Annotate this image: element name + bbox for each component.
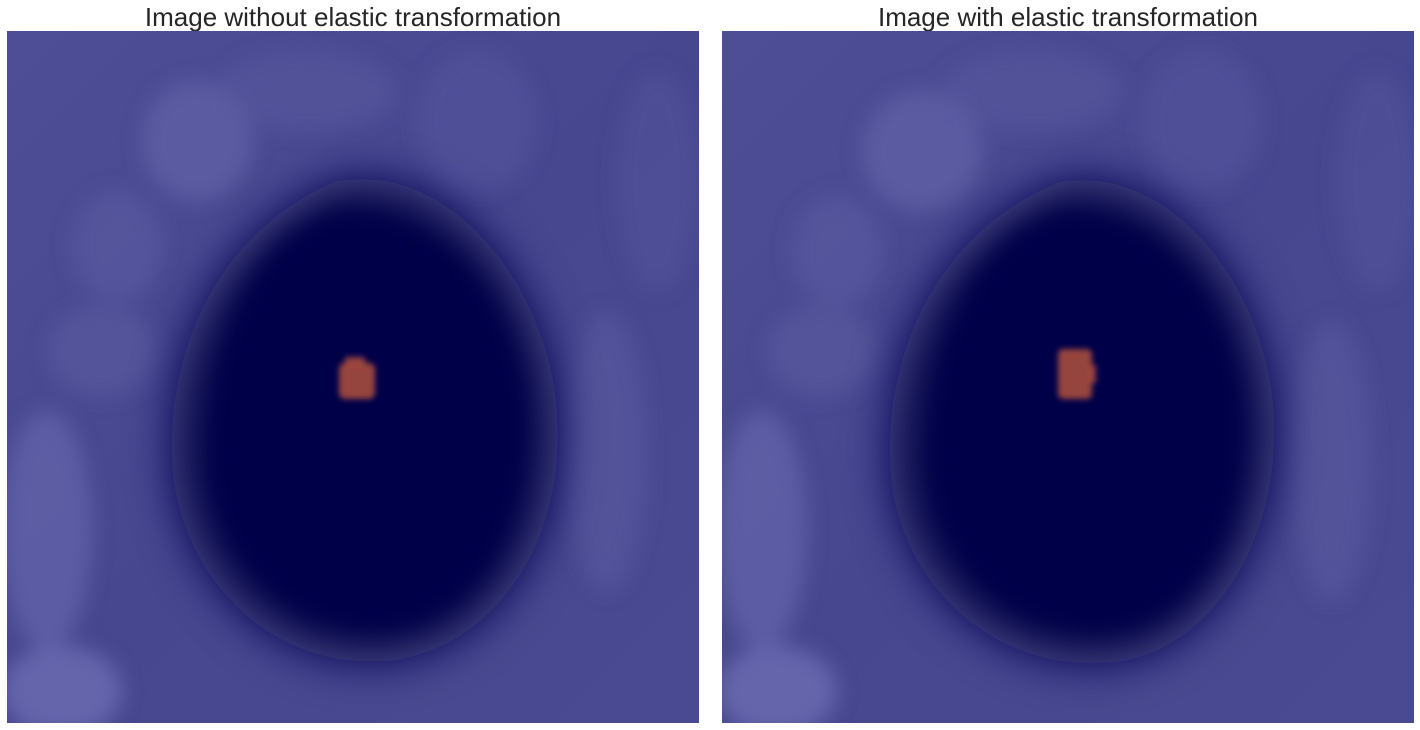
panel-title-original: Image without elastic transformation bbox=[144, 2, 562, 32]
panel-transformed: Image with elastic transformation bbox=[722, 0, 1414, 730]
lesion-mask bbox=[339, 357, 375, 399]
surrounding-tissue bbox=[7, 51, 697, 723]
surrounding-tissue bbox=[722, 51, 1414, 723]
lesion-mask bbox=[1058, 349, 1096, 399]
panel-title-transformed: Image with elastic transformation bbox=[877, 2, 1259, 32]
ct-slice-original-image bbox=[7, 31, 699, 723]
panel-original: Image without elastic transformation bbox=[7, 0, 699, 730]
ct-slice-transformed-image bbox=[722, 31, 1414, 723]
